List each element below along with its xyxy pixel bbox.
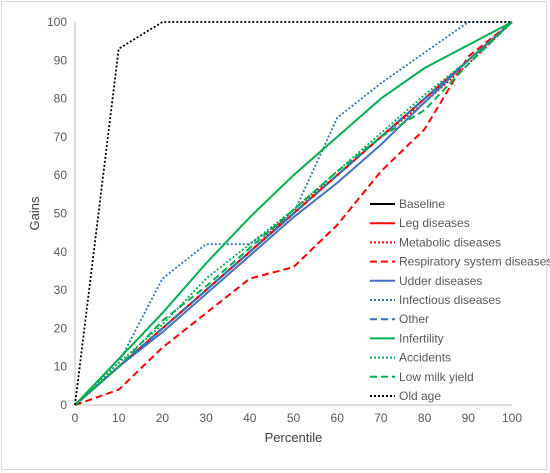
series-lines	[74, 21, 513, 406]
x-tick-label: 20	[156, 411, 170, 425]
x-tick-label: 30	[199, 411, 213, 425]
y-tick-label: 70	[54, 130, 68, 144]
x-tick-label: 70	[374, 411, 388, 425]
y-tick-label: 10	[54, 360, 68, 374]
y-tick-label: 0	[60, 398, 67, 412]
y-tick-label: 40	[54, 245, 68, 259]
x-tick-label: 90	[462, 411, 476, 425]
y-tick-label: 50	[54, 207, 68, 221]
legend-label-old-age: Old age	[399, 389, 441, 403]
x-tick-labels: 0 10 20 30 40 50 60 70 80 90 100	[72, 411, 523, 425]
x-tick-label: 100	[502, 411, 522, 425]
x-tick-label: 50	[287, 411, 301, 425]
legend-label-accidents: Accidents	[399, 351, 451, 365]
legend-label-infectious-diseases: Infectious diseases	[399, 293, 501, 307]
y-tick-label: 20	[54, 321, 68, 335]
y-axis-title: Gains	[27, 196, 42, 230]
x-tick-label: 10	[112, 411, 126, 425]
x-tick-label: 40	[243, 411, 257, 425]
legend-label-other: Other	[399, 312, 429, 326]
legend: Baseline Leg diseases Metabolic diseases Re…	[370, 197, 550, 403]
legend-label-udder-diseases: Udder diseases	[399, 274, 482, 288]
y-tick-label: 80	[54, 92, 68, 106]
legend-label-low-milk-yield: Low milk yield	[399, 370, 474, 384]
legend-label-respiratory-system-diseases: Respiratory system diseases	[399, 255, 550, 269]
series-line-accidents	[74, 21, 513, 406]
y-tick-labels: 0 10 20 30 40 50 60 70 80 90 100	[47, 15, 67, 412]
x-tick-label: 80	[418, 411, 432, 425]
legend-label-baseline: Baseline	[399, 197, 445, 211]
y-tick-label: 100	[47, 15, 67, 29]
x-axis-title: Percentile	[265, 430, 323, 445]
y-tick-label: 90	[54, 53, 68, 67]
x-tick-label: 60	[331, 411, 345, 425]
y-tick-label: 60	[54, 168, 68, 182]
y-tick-label: 30	[54, 283, 68, 297]
axes	[74, 22, 512, 406]
series-line-udder-diseases	[74, 21, 513, 406]
legend-label-leg-diseases: Leg diseases	[399, 216, 470, 230]
legend-label-metabolic-diseases: Metabolic diseases	[399, 235, 501, 249]
x-tick-label: 0	[72, 411, 79, 425]
series-line-low-milk-yield	[74, 21, 513, 406]
series-line-old-age	[74, 21, 512, 406]
series-line-other	[74, 21, 513, 406]
series-line-infertility	[74, 21, 513, 406]
legend-label-infertility: Infertility	[399, 331, 444, 345]
